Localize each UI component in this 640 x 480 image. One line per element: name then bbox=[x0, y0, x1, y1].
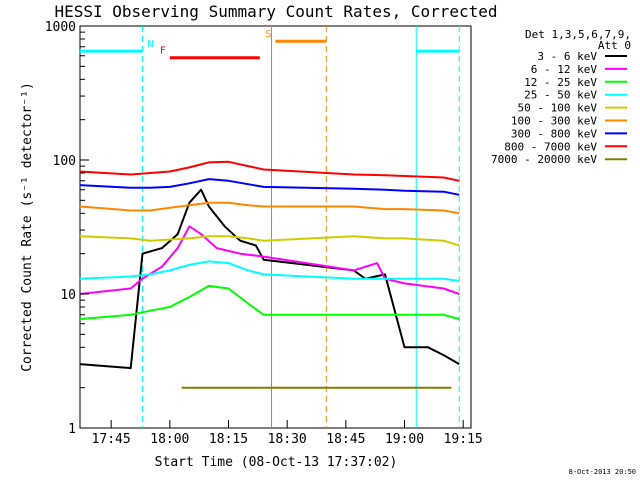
legend-entry-label: 25 - 50 keV bbox=[524, 89, 597, 102]
x-tick-label: 18:45 bbox=[326, 432, 365, 447]
flag-label-s: S bbox=[265, 29, 271, 40]
legend-entry-label: 12 - 25 keV bbox=[524, 76, 597, 89]
legend-entry-label: 300 - 800 keV bbox=[511, 127, 597, 140]
x-tick-label: 19:00 bbox=[385, 432, 424, 447]
series-line-7 bbox=[79, 160, 460, 182]
legend-entry-label: 100 - 300 keV bbox=[511, 115, 597, 128]
legend-entry-label: 7000 - 20000 keV bbox=[491, 153, 597, 166]
legend-entry-label: 3 - 6 keV bbox=[537, 50, 597, 63]
x-tick-label: 18:15 bbox=[209, 432, 248, 447]
series-line-6 bbox=[79, 178, 460, 196]
flag-label-f: F bbox=[160, 46, 166, 57]
flag-bars: NF S bbox=[79, 29, 460, 60]
y-tick-label: 100 bbox=[53, 154, 76, 169]
legend-entry-label: 800 - 7000 keV bbox=[504, 140, 597, 153]
legend-entry-label: 6 - 12 keV bbox=[531, 63, 598, 76]
series-line-2 bbox=[79, 284, 460, 321]
flag-label-n: N bbox=[147, 39, 153, 50]
vertical-markers bbox=[141, 26, 460, 428]
legend-title-line: Det 1,3,5,6,7,9, bbox=[525, 28, 631, 41]
footer-timestamp: 8-Oct-2013 20:50 bbox=[569, 468, 636, 476]
legend-title-line: Att 0 bbox=[598, 39, 631, 52]
series-line-3 bbox=[79, 260, 460, 282]
x-axis-label: Start Time (08-Oct-13 17:37:02) bbox=[155, 455, 398, 470]
series-line-1 bbox=[79, 225, 460, 295]
legend-entry-label: 50 - 100 keV bbox=[518, 102, 598, 115]
x-tick-label: 18:30 bbox=[268, 432, 307, 447]
y-tick-label: 10 bbox=[60, 288, 76, 303]
chart-title: HESSI Observing Summary Count Rates, Cor… bbox=[54, 2, 497, 21]
plot-frame bbox=[79, 25, 472, 429]
x-axis: 17:45 18:00 18:15 18:30 18:45 19:00 19:15 bbox=[92, 420, 483, 447]
series-line-4 bbox=[79, 235, 460, 247]
x-tick-label: 19:15 bbox=[444, 432, 483, 447]
y-axis: 1 10 100 1000 bbox=[45, 20, 89, 437]
series-line-5 bbox=[79, 201, 460, 215]
series-layer bbox=[79, 160, 460, 389]
x-tick-label: 18:00 bbox=[150, 432, 189, 447]
y-axis-label: Corrected Count Rate (s⁻¹ detector⁻¹) bbox=[20, 82, 35, 372]
y-tick-label: 1000 bbox=[45, 20, 76, 35]
y-tick-label: 1 bbox=[68, 422, 76, 437]
x-tick-label: 17:45 bbox=[92, 432, 131, 447]
series-line-0 bbox=[79, 188, 460, 370]
